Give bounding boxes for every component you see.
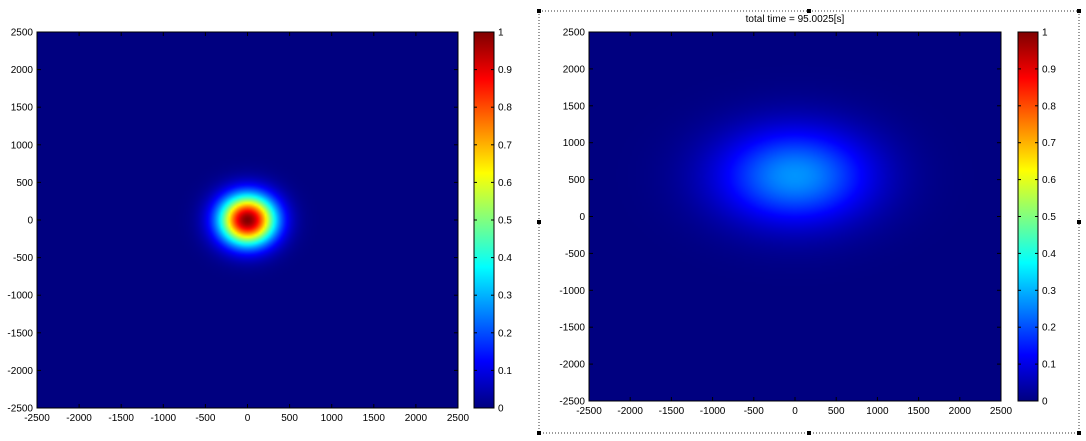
y-tick-label: -2500 bbox=[559, 397, 585, 408]
x-tick-label: 1000 bbox=[321, 413, 344, 424]
colorbar-tick-label: 0.7 bbox=[1042, 138, 1056, 149]
x-tick-label: 2500 bbox=[447, 413, 470, 424]
y-tick-label: 1000 bbox=[11, 140, 34, 151]
y-tick-label: -1500 bbox=[559, 323, 585, 334]
x-tick-label: 1500 bbox=[907, 406, 930, 417]
y-tick-label: -1500 bbox=[7, 328, 33, 339]
colorbar[interactable] bbox=[474, 32, 494, 408]
colorbar-tick-label: 0.4 bbox=[1042, 249, 1056, 260]
x-tick-label: -2000 bbox=[66, 413, 92, 424]
colorbar-tick-label: 0.3 bbox=[498, 291, 512, 302]
x-tick-label: 2000 bbox=[405, 413, 428, 424]
x-tick-label: -1500 bbox=[108, 413, 134, 424]
y-tick-label: 2000 bbox=[563, 64, 586, 75]
y-tick-label: 2000 bbox=[11, 65, 34, 76]
y-tick-label: -500 bbox=[565, 249, 585, 260]
y-tick-label: -2000 bbox=[559, 360, 585, 371]
x-tick-label: 1000 bbox=[866, 406, 889, 417]
figure-panel-right[interactable]: total time = 95.0025[s] -2500 -2000 -1500 -1… bbox=[537, 9, 1081, 435]
selection-handle[interactable] bbox=[1077, 431, 1081, 435]
y-tick-label: -2000 bbox=[7, 366, 33, 377]
colorbar-tick-label: 0.5 bbox=[1042, 212, 1056, 223]
selection-handle[interactable] bbox=[1077, 9, 1081, 13]
selection-handle[interactable] bbox=[1077, 220, 1081, 224]
x-tick-label: 1500 bbox=[363, 413, 386, 424]
x-tick-label: -500 bbox=[744, 406, 764, 417]
y-tick-label: 1500 bbox=[11, 103, 34, 114]
colorbar-tick-label: 0.6 bbox=[1042, 175, 1056, 186]
y-tick-label: -1000 bbox=[559, 286, 585, 297]
heatmap-field bbox=[589, 32, 1001, 401]
y-tick-label: -2500 bbox=[7, 404, 33, 415]
colorbar-tick-label: 0.8 bbox=[1042, 101, 1056, 112]
colorbar-tick-label: 0.2 bbox=[1042, 323, 1056, 334]
x-tick-label: -2500 bbox=[576, 406, 602, 417]
x-tick-label: -2500 bbox=[24, 413, 50, 424]
x-tick-label: 500 bbox=[828, 406, 845, 417]
x-tick-label: -500 bbox=[195, 413, 215, 424]
colorbar-tick-label: 1 bbox=[1042, 28, 1048, 39]
colorbar-tick-label: 0.1 bbox=[1042, 360, 1056, 371]
colorbar-tick-label: 0 bbox=[498, 404, 504, 415]
colorbar-tick-label: 0 bbox=[1042, 397, 1048, 408]
y-tick-label: 0 bbox=[27, 216, 33, 227]
y-tick-label: 2500 bbox=[11, 28, 34, 39]
figure-panel-left[interactable]: -2500 -2000 -1500 -1000 -500 0 500 1000 1500 2000… bbox=[7, 28, 512, 425]
x-tick-label: 2000 bbox=[949, 406, 972, 417]
y-tick-label: -1000 bbox=[7, 291, 33, 302]
selection-handle[interactable] bbox=[807, 431, 811, 435]
y-tick-label: 1500 bbox=[563, 101, 586, 112]
colorbar-tick-label: 0.9 bbox=[498, 65, 512, 76]
y-tick-label: 500 bbox=[16, 178, 33, 189]
heatmap-field bbox=[37, 32, 458, 408]
colorbar-tick-label: 0.1 bbox=[498, 366, 512, 377]
colorbar[interactable] bbox=[1018, 32, 1038, 401]
colorbar-tick-label: 1 bbox=[498, 28, 504, 39]
x-tick-label: 2500 bbox=[990, 406, 1013, 417]
x-tick-label: 0 bbox=[245, 413, 251, 424]
x-tick-label: -1000 bbox=[151, 413, 177, 424]
y-tick-label: 1000 bbox=[563, 138, 586, 149]
colorbar-tick-label: 0.3 bbox=[1042, 286, 1056, 297]
colorbar-tick-label: 0.6 bbox=[498, 178, 512, 189]
selection-handle[interactable] bbox=[537, 220, 541, 224]
x-tick-label: 0 bbox=[792, 406, 798, 417]
y-tick-label: 2500 bbox=[563, 28, 586, 39]
colorbar-tick-label: 0.2 bbox=[498, 328, 512, 339]
selection-handle[interactable] bbox=[807, 9, 811, 13]
colorbar-tick-label: 0.8 bbox=[498, 103, 512, 114]
x-tick-label: 500 bbox=[281, 413, 298, 424]
y-tick-label: -500 bbox=[13, 253, 33, 264]
colorbar-tick-label: 0.5 bbox=[498, 216, 512, 227]
y-tick-label: 0 bbox=[579, 212, 585, 223]
colorbar-tick-label: 0.4 bbox=[498, 253, 512, 264]
y-tick-label: 500 bbox=[568, 175, 585, 186]
x-tick-label: -1000 bbox=[700, 406, 726, 417]
x-tick-label: -2000 bbox=[617, 406, 643, 417]
x-tick-label: -1500 bbox=[659, 406, 685, 417]
chart-title: total time = 95.0025[s] bbox=[746, 14, 845, 25]
selection-handle[interactable] bbox=[537, 431, 541, 435]
colorbar-tick-label: 0.7 bbox=[498, 140, 512, 151]
selection-handle[interactable] bbox=[537, 9, 541, 13]
colorbar-tick-label: 0.9 bbox=[1042, 64, 1056, 75]
